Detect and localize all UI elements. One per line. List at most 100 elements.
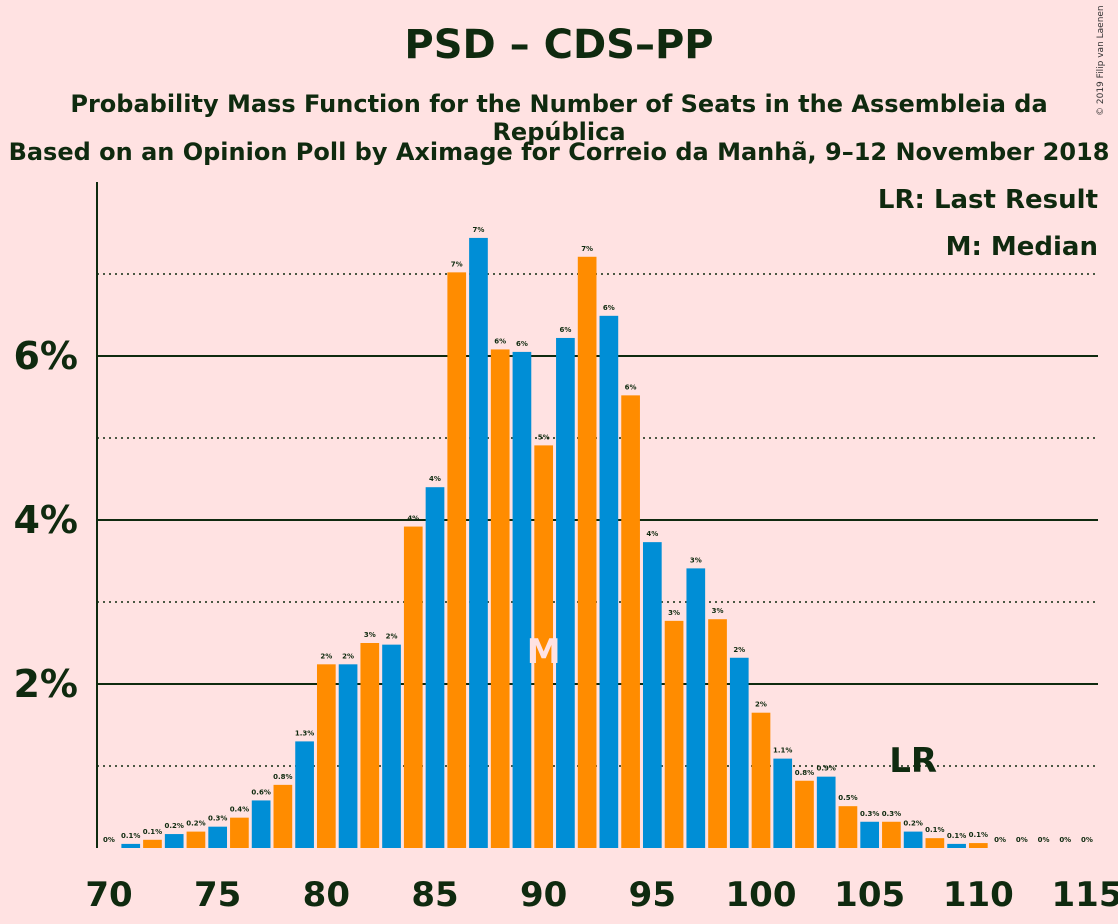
x-tick-label: 75 (194, 875, 241, 915)
bar-value-label: 7% (451, 260, 463, 268)
bar-value-label: 2% (386, 633, 398, 641)
bar-value-label: 0.3% (860, 810, 879, 818)
bar (469, 237, 488, 849)
bar-value-label: 0.9% (816, 765, 835, 773)
bar (882, 821, 901, 848)
bar-value-label: 0% (994, 836, 1006, 844)
bar-value-label: 0.2% (186, 820, 205, 828)
bar (751, 712, 771, 848)
bar-value-label: 0.1% (969, 831, 988, 839)
bar-value-label: 1.1% (773, 747, 792, 755)
bar (556, 337, 575, 848)
bar-value-label: 0.3% (882, 810, 901, 818)
gridlines (97, 273, 1098, 767)
bar (208, 826, 228, 848)
bar (164, 834, 184, 848)
x-tick-label: 100 (726, 875, 797, 915)
y-tick-label: 4% (13, 498, 78, 542)
bar-value-label: 3% (668, 609, 680, 617)
bar-value-label: 3% (712, 607, 724, 615)
x-tick-label: 80 (303, 875, 350, 915)
bar-value-label: 2% (733, 646, 745, 654)
bar (795, 780, 814, 848)
bar (534, 445, 554, 848)
bar (425, 487, 445, 848)
bar (230, 817, 249, 848)
bar-value-label: 0.1% (947, 832, 966, 840)
bar-value-label: 6% (603, 304, 615, 312)
x-tick-label: 90 (520, 875, 567, 915)
bar (903, 831, 923, 848)
bar-value-label: 3% (364, 631, 376, 639)
bar-value-label: 0.2% (164, 822, 183, 830)
legend-last-result: LR: Last Result (877, 185, 1098, 215)
bar (621, 395, 640, 848)
bar (599, 315, 619, 848)
bar-value-label: 0.6% (251, 788, 270, 796)
bar-value-label: 6% (625, 383, 637, 391)
bar (664, 620, 684, 848)
bar (686, 568, 706, 848)
bar (251, 800, 271, 848)
bar-value-label: 0% (1038, 836, 1050, 844)
bar (838, 806, 858, 848)
y-tick-label: 2% (13, 662, 78, 706)
bar-value-label: 0.8% (273, 773, 292, 781)
bar (186, 831, 206, 848)
bar-value-label: 2% (342, 652, 354, 660)
bar-value-label: 0% (1081, 836, 1093, 844)
bar-value-label: 6% (494, 337, 506, 345)
bar-value-label: 6% (516, 340, 528, 348)
bar (403, 526, 423, 848)
bar-value-label: 0% (1016, 836, 1028, 844)
bar (577, 256, 597, 848)
x-tick-label: 105 (834, 875, 905, 915)
bar-value-label: 0% (103, 836, 115, 844)
bar-value-label: 5% (538, 433, 550, 441)
bar (512, 351, 532, 848)
last-result-marker: LR (889, 741, 937, 781)
x-tick-label: 110 (943, 875, 1014, 915)
bar-value-label: 0.1% (121, 832, 140, 840)
bar-value-label: 7% (581, 245, 593, 253)
bar-value-label: 7% (473, 226, 485, 234)
bar (860, 821, 880, 848)
bar-value-label: 0% (1059, 836, 1071, 844)
bar (642, 542, 662, 848)
bar-value-label: 4% (646, 530, 658, 538)
x-tick-label: 70 (85, 875, 132, 915)
bar (143, 839, 162, 848)
bar (447, 272, 467, 848)
bar-labels: 0%0.1%0.1%0.2% 0.2%0.3%0.4%0.6%0.8%1.3%2%… (103, 226, 1093, 844)
median-marker: M (527, 632, 561, 672)
bar (273, 784, 293, 848)
x-tick-label: 85 (411, 875, 458, 915)
legend-median: M: Median (945, 232, 1098, 262)
bar (729, 657, 749, 848)
bar-value-label: 3% (690, 556, 702, 564)
bar (773, 758, 793, 848)
bar (295, 741, 314, 848)
bar-value-label: 4% (407, 515, 419, 523)
bar (338, 664, 358, 848)
bar (925, 838, 945, 848)
bar-value-label: 0.2% (903, 820, 922, 828)
bar (316, 664, 336, 848)
bar (968, 843, 988, 848)
markers: M LR (527, 632, 937, 781)
chart-title: PSD – CDS–PP (404, 22, 714, 68)
bar-value-label: 0.3% (208, 815, 227, 823)
y-tick-label: 6% (13, 334, 78, 378)
bar (360, 643, 380, 848)
bars (121, 237, 988, 849)
bar (382, 644, 401, 848)
x-tick-label: 95 (629, 875, 676, 915)
bar-value-label: 2% (320, 652, 332, 660)
bar-value-label: 4% (429, 475, 441, 483)
bar (947, 843, 966, 848)
bar (490, 349, 510, 848)
chart-source: Based on an Opinion Poll by Aximage for … (8, 138, 1110, 166)
axes: 2% 4% 6% 70 75 80 85 90 95 100 105 110 115 (13, 182, 1118, 915)
bar-value-label: 0.1% (143, 828, 162, 836)
